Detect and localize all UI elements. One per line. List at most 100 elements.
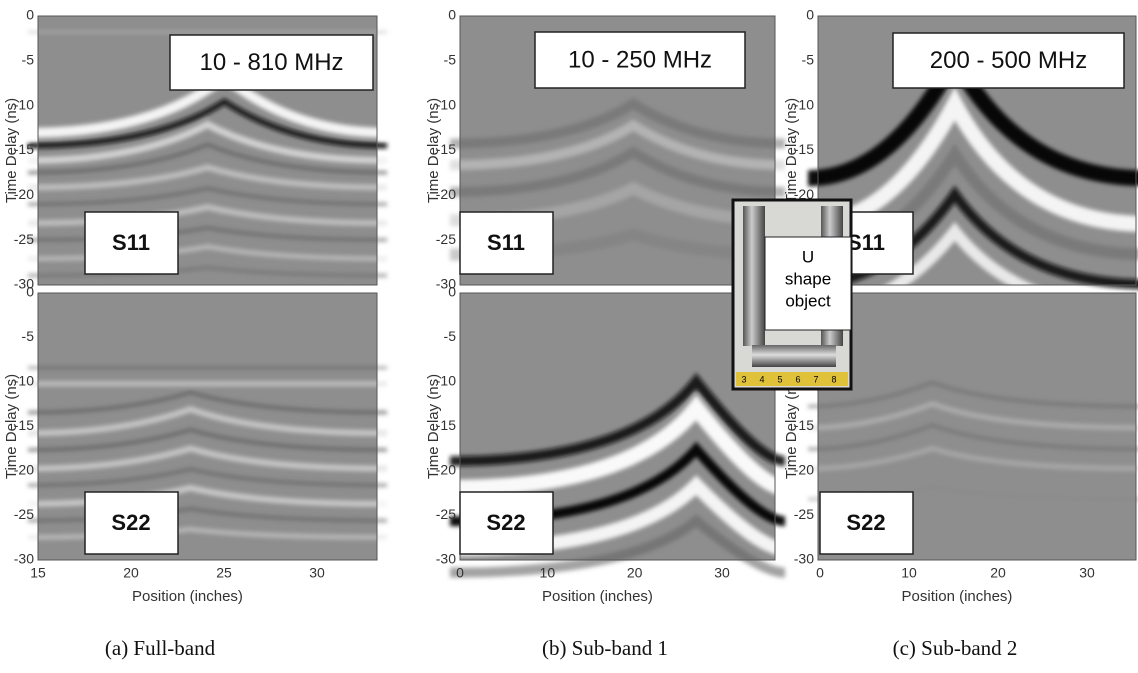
pipe-left [743,206,765,346]
y-tick-label: -15 [794,417,814,433]
port-label-box [459,211,554,275]
port-label-box [84,211,179,275]
inset-label: U [802,247,814,266]
y-tick-label: -10 [14,96,34,112]
y-tick-label: -5 [22,52,35,68]
y-tick-label: 0 [26,7,34,23]
port-label: S11 [112,230,150,255]
image-frame [459,15,776,286]
reflection-band [27,186,388,207]
band-box [892,32,1125,89]
reflection-band [807,423,1138,452]
reflection-band [449,514,786,578]
image-frame [459,292,776,561]
port-label: S11 [847,230,885,255]
y-tick-label: -5 [444,52,457,68]
y-tick-label: -10 [436,96,456,112]
port-label: S22 [846,510,885,535]
reflection-band [27,265,388,278]
band-box [169,34,374,91]
caption: (b) Sub-band 1 [542,636,668,660]
ruler [736,372,848,386]
y-tick-label: -15 [794,141,814,157]
reflection-band [27,98,388,149]
y-tick-label: -25 [14,506,34,522]
y-tick-label: -30 [14,551,34,567]
y-tick-label: -30 [436,276,456,292]
port-label: S22 [486,510,525,535]
reflection-band [27,142,388,175]
caption: (c) Sub-band 2 [893,636,1018,660]
x-tick-label: 0 [456,565,464,581]
y-axis-label: Time Delay (ns) [425,98,442,203]
reflection-band [449,97,786,149]
y-axis-label: Time Delay (ns) [783,98,800,203]
ruler-number: 8 [831,374,836,384]
y-tick-label: -25 [436,506,456,522]
y-tick-label: 0 [448,7,456,23]
inset-label-box [764,236,852,331]
reflection-band [27,390,388,415]
x-tick-label: 20 [627,565,643,581]
y-tick-label: -15 [14,417,34,433]
y-tick-label: 0 [26,284,34,300]
y-tick-label: 0 [448,284,456,300]
x-tick-label: 30 [714,565,730,581]
inset-label: shape [785,269,831,288]
y-tick-label: -20 [794,462,814,478]
y-tick-label: -20 [436,186,456,202]
ruler-number: 5 [777,374,782,384]
y-axis-label: Time Delay (ns) [783,374,800,479]
x-tick-label: 10 [901,565,917,581]
x-axis-label: Position (inches) [902,588,1013,605]
y-tick-label: -20 [14,462,34,478]
y-tick-label: -15 [436,417,456,433]
y-tick-label: -20 [436,462,456,478]
y-tick-label: -5 [444,328,457,344]
reflection-band [27,467,388,488]
band-box [534,31,746,89]
image-frame [817,15,1137,286]
x-tick-label: 30 [309,565,325,581]
reflection-band [807,380,1138,409]
reflection-band [27,445,388,472]
x-tick-label: 20 [990,565,1006,581]
y-tick-label: -30 [794,551,814,567]
reflection-band [449,146,786,198]
y-tick-label: -30 [436,551,456,567]
reflection-band [807,401,1138,431]
reflection-band [807,445,1138,472]
port-label: S22 [111,510,150,535]
y-tick-label: -15 [14,141,34,157]
reflection-band [27,120,388,164]
y-tick-label: -25 [436,231,456,247]
y-axis-label: Time Delay (ns) [3,98,20,203]
reflection-band [449,373,786,467]
x-axis-label: Position (inches) [132,588,243,605]
ruler-number: 7 [813,374,818,384]
port-label-box [459,491,554,555]
reflection-band [449,119,786,171]
x-tick-label: 20 [123,565,139,581]
y-tick-label: -20 [794,186,814,202]
x-axis-label: Position (inches) [542,588,653,605]
y-tick-label: -25 [14,231,34,247]
band-label: 10 - 810 MHz [199,49,343,76]
band-label: 10 - 250 MHz [568,46,712,73]
reflection-band [449,394,786,496]
reflection-band [27,427,388,452]
x-tick-label: 30 [1079,565,1095,581]
ruler-number: 4 [759,374,764,384]
inset-label: object [785,291,831,310]
x-tick-label: 0 [816,565,824,581]
ruler-number: 3 [741,374,746,384]
port-label: S11 [487,230,525,255]
y-tick-label: -5 [802,52,815,68]
pipe-bottom [752,345,836,367]
x-tick-label: 15 [30,565,46,581]
y-tick-label: -5 [22,328,35,344]
reflection-band [27,405,388,437]
image-frame [817,292,1137,561]
y-tick-label: -25 [794,506,814,522]
